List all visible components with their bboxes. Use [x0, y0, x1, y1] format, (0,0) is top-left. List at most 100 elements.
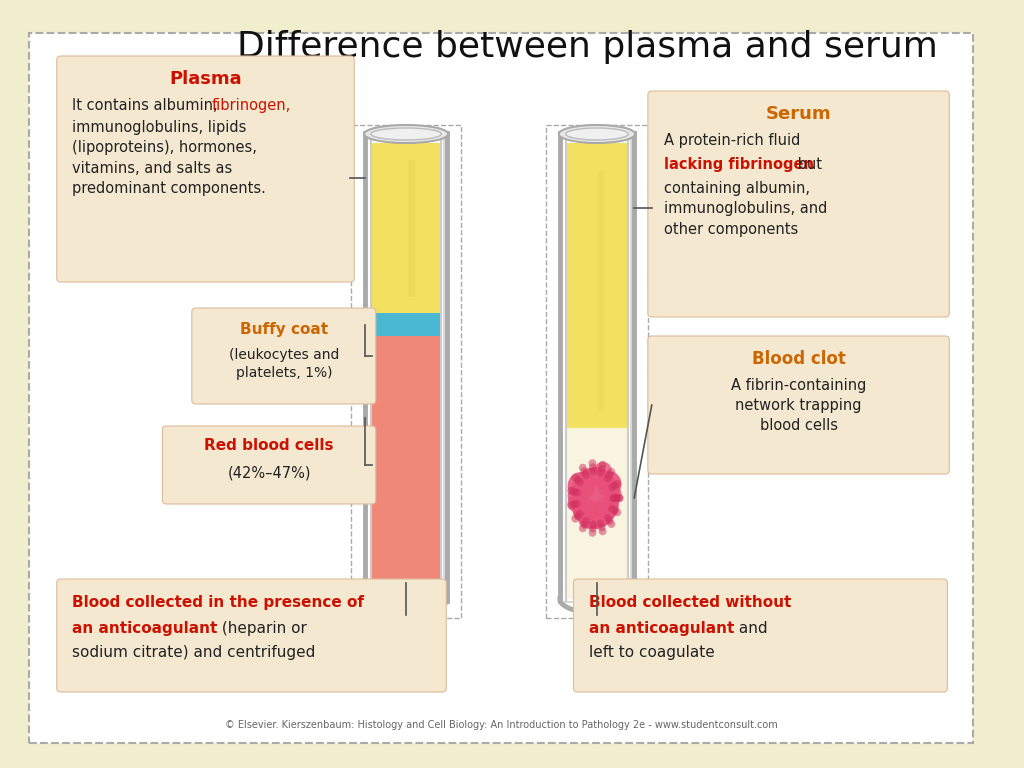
Ellipse shape [570, 488, 578, 495]
Ellipse shape [570, 467, 620, 529]
Ellipse shape [571, 473, 580, 482]
Ellipse shape [589, 521, 597, 528]
Ellipse shape [577, 510, 584, 518]
Ellipse shape [579, 464, 587, 472]
Ellipse shape [599, 528, 606, 535]
Ellipse shape [605, 471, 613, 479]
Ellipse shape [598, 523, 605, 531]
Text: an anticoagulant: an anticoagulant [73, 621, 218, 636]
Ellipse shape [589, 525, 597, 533]
FancyBboxPatch shape [371, 313, 441, 336]
Text: Difference between plasma and serum: Difference between plasma and serum [237, 30, 938, 64]
Ellipse shape [613, 480, 622, 488]
Ellipse shape [572, 498, 598, 522]
Text: fibrinogen,: fibrinogen, [211, 98, 291, 113]
FancyBboxPatch shape [371, 336, 441, 599]
Text: It contains albumin,: It contains albumin, [73, 98, 222, 113]
FancyBboxPatch shape [369, 138, 447, 603]
Text: lacking fibrinogen: lacking fibrinogen [664, 157, 813, 172]
Ellipse shape [567, 494, 584, 512]
Ellipse shape [573, 499, 581, 508]
Ellipse shape [589, 463, 597, 472]
Ellipse shape [573, 488, 581, 496]
FancyBboxPatch shape [564, 140, 630, 601]
Ellipse shape [599, 461, 606, 468]
Ellipse shape [589, 529, 596, 537]
Text: Blood collected without: Blood collected without [589, 595, 792, 610]
Text: Blood collected in the presence of: Blood collected in the presence of [73, 595, 365, 610]
Text: Blood clot: Blood clot [752, 350, 846, 368]
Ellipse shape [573, 476, 582, 484]
Text: (leukocytes and
platelets, 1%): (leukocytes and platelets, 1%) [228, 348, 339, 380]
Text: but: but [793, 157, 821, 172]
Ellipse shape [586, 467, 608, 485]
Text: an anticoagulant: an anticoagulant [589, 621, 734, 636]
Ellipse shape [596, 471, 622, 497]
Ellipse shape [567, 487, 575, 495]
FancyBboxPatch shape [565, 143, 629, 428]
Ellipse shape [610, 482, 618, 489]
Ellipse shape [597, 468, 605, 477]
FancyBboxPatch shape [369, 140, 443, 601]
Ellipse shape [589, 468, 597, 475]
Ellipse shape [581, 467, 588, 475]
Text: Red blood cells: Red blood cells [205, 438, 334, 453]
Ellipse shape [595, 497, 618, 519]
Ellipse shape [567, 485, 587, 507]
Text: Buffy coat: Buffy coat [240, 322, 328, 337]
Ellipse shape [581, 521, 588, 528]
Ellipse shape [607, 520, 615, 528]
Text: (heparin or: (heparin or [217, 621, 307, 636]
Ellipse shape [559, 125, 635, 143]
Ellipse shape [605, 517, 613, 525]
Ellipse shape [612, 494, 621, 502]
Bar [351, 125, 461, 618]
Text: Serum: Serum [766, 105, 831, 123]
Ellipse shape [612, 494, 621, 502]
Text: Plasma: Plasma [169, 70, 242, 88]
FancyBboxPatch shape [648, 336, 949, 474]
Ellipse shape [613, 508, 622, 516]
Ellipse shape [579, 525, 587, 532]
Text: and: and [734, 621, 768, 636]
Text: (42%–47%): (42%–47%) [227, 466, 311, 481]
Ellipse shape [567, 502, 575, 509]
Text: A protein-rich fluid: A protein-rich fluid [664, 133, 800, 148]
Ellipse shape [365, 125, 449, 143]
FancyBboxPatch shape [573, 579, 947, 692]
FancyBboxPatch shape [56, 579, 446, 692]
FancyBboxPatch shape [371, 143, 441, 313]
Ellipse shape [565, 128, 629, 140]
Ellipse shape [598, 465, 605, 473]
Text: containing albumin,
immunoglobulins, and
other components: containing albumin, immunoglobulins, and… [664, 181, 827, 237]
Ellipse shape [608, 483, 615, 492]
Ellipse shape [567, 472, 595, 500]
Ellipse shape [610, 507, 618, 515]
Ellipse shape [579, 511, 602, 529]
FancyBboxPatch shape [564, 138, 634, 603]
Ellipse shape [604, 484, 622, 504]
FancyBboxPatch shape [191, 308, 376, 404]
FancyBboxPatch shape [30, 33, 973, 743]
FancyBboxPatch shape [163, 426, 376, 504]
Ellipse shape [597, 519, 605, 528]
Ellipse shape [615, 494, 624, 502]
Text: left to coagulate: left to coagulate [589, 645, 715, 660]
Ellipse shape [603, 514, 611, 521]
Ellipse shape [582, 517, 590, 525]
Text: sodium citrate) and centrifuged: sodium citrate) and centrifuged [73, 645, 315, 660]
Ellipse shape [571, 515, 580, 522]
FancyBboxPatch shape [565, 428, 629, 599]
Text: immunoglobulins, lipids
(lipoproteins), hormones,
vitamins, and salts as
predomi: immunoglobulins, lipids (lipoproteins), … [73, 120, 266, 196]
Text: A fibrin-containing
network trapping
blood cells: A fibrin-containing network trapping blo… [731, 378, 866, 432]
FancyBboxPatch shape [648, 91, 949, 317]
Ellipse shape [607, 468, 615, 476]
Bar [546, 125, 648, 618]
Text: © Elsevier. Kierszenbaum: Histology and Cell Biology: An Introduction to Patholo: © Elsevier. Kierszenbaum: Histology and … [224, 720, 777, 730]
Ellipse shape [589, 459, 596, 467]
FancyBboxPatch shape [56, 56, 354, 282]
Ellipse shape [594, 462, 611, 478]
Ellipse shape [582, 471, 590, 479]
Ellipse shape [609, 494, 617, 502]
Ellipse shape [570, 501, 578, 508]
